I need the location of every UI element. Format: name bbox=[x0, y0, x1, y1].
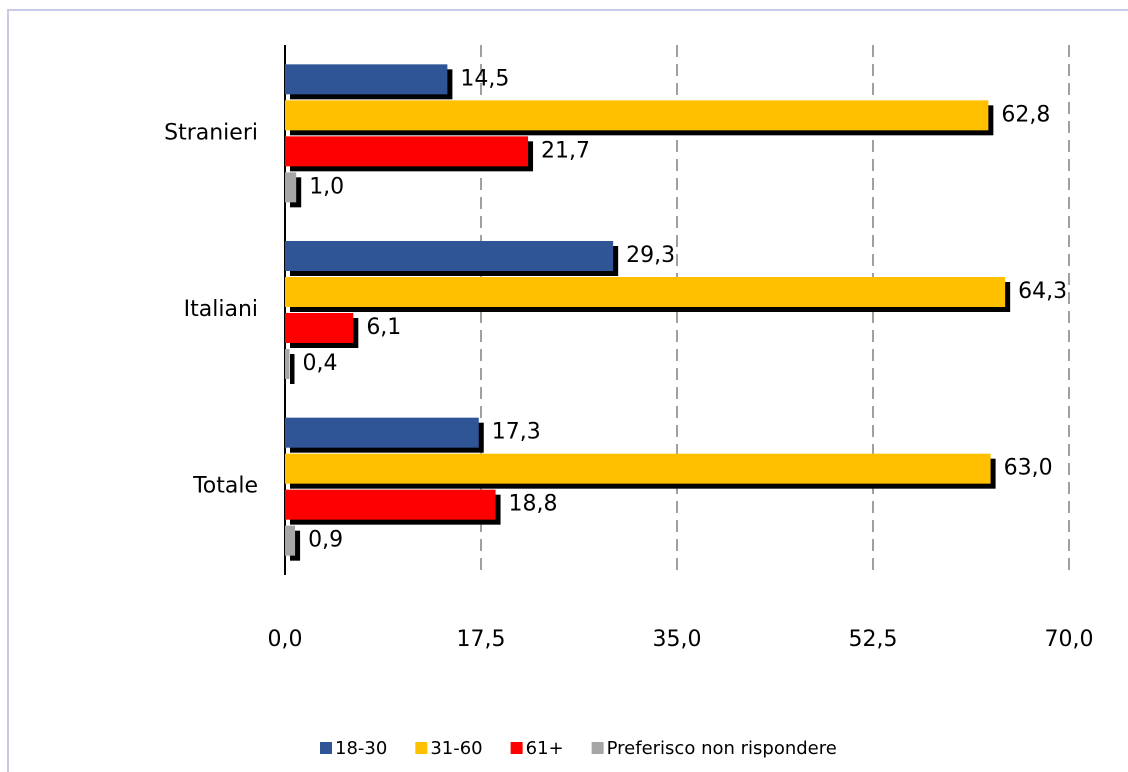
bar bbox=[285, 489, 496, 520]
data-label: 21,7 bbox=[541, 138, 590, 163]
legend-swatch bbox=[320, 742, 332, 754]
bar bbox=[285, 100, 989, 131]
data-label: 17,3 bbox=[492, 420, 541, 445]
legend-label: 61+ bbox=[526, 738, 564, 759]
data-label: 62,8 bbox=[1001, 102, 1050, 127]
bar-shadow bbox=[290, 354, 295, 384]
data-label: 14,5 bbox=[460, 66, 509, 91]
data-label: 1,0 bbox=[309, 174, 344, 199]
bar bbox=[285, 277, 1006, 307]
data-label: 64,3 bbox=[1018, 279, 1067, 304]
legend-swatch bbox=[415, 742, 428, 754]
legend-swatch bbox=[510, 742, 523, 754]
bar bbox=[285, 241, 614, 271]
x-tick-label: 52,5 bbox=[849, 627, 898, 652]
y-tick-label: Italiani bbox=[184, 297, 258, 322]
bar bbox=[285, 313, 354, 343]
y-tick-label: Totale bbox=[192, 474, 258, 499]
data-label: 0,9 bbox=[308, 528, 343, 553]
x-tick-label: 0,0 bbox=[268, 627, 303, 652]
y-tick-label: Stranieri bbox=[164, 120, 258, 145]
bar bbox=[285, 172, 297, 203]
bar bbox=[285, 64, 448, 95]
legend-label: Preferisco non rispondere bbox=[607, 738, 837, 759]
bar bbox=[285, 417, 479, 448]
x-tick-label: 35,0 bbox=[653, 627, 702, 652]
bar bbox=[285, 525, 296, 556]
x-tick-label: 17,5 bbox=[457, 627, 506, 652]
data-label: 63,0 bbox=[1004, 456, 1053, 481]
legend-label: 31-60 bbox=[430, 738, 482, 759]
bar bbox=[285, 136, 529, 167]
bar bbox=[285, 453, 991, 484]
data-label: 18,8 bbox=[509, 492, 558, 517]
legend-label: 18-30 bbox=[335, 738, 387, 759]
data-label: 29,3 bbox=[626, 243, 675, 268]
data-label: 0,4 bbox=[302, 351, 337, 376]
bar bbox=[285, 349, 290, 379]
legend-swatch bbox=[591, 742, 604, 754]
frame bbox=[7, 9, 1128, 772]
x-tick-label: 70,0 bbox=[1045, 627, 1094, 652]
data-label: 6,1 bbox=[366, 315, 401, 340]
